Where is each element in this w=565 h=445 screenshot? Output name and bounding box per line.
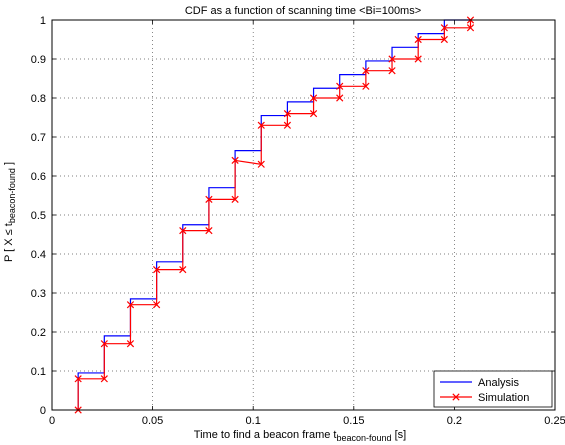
simulation-marker — [179, 265, 187, 274]
simulation-marker — [257, 160, 265, 168]
x-tick-label: 0.05 — [142, 415, 163, 427]
simulation-marker — [466, 24, 475, 32]
y-tick-label: 0.8 — [31, 93, 46, 105]
x-axis-label-main: Time to find a beacon frame t — [194, 429, 337, 441]
simulation-marker — [100, 375, 108, 383]
simulation-marker — [440, 24, 448, 32]
simulation-marker — [231, 195, 239, 204]
simulation-marker — [362, 67, 370, 75]
simulation-marker — [283, 121, 292, 129]
simulation-marker — [126, 301, 135, 309]
chart-title: CDF as a function of scanning time <Bi=1… — [185, 5, 421, 17]
simulation-marker — [231, 156, 239, 165]
simulation-marker — [336, 94, 344, 102]
simulation-marker — [336, 82, 344, 90]
simulation-marker — [152, 265, 161, 274]
x-tick-label: 0.15 — [343, 415, 364, 427]
simulation-marker — [309, 94, 318, 102]
simulation-marker — [205, 226, 213, 235]
x-tick-label: 0.2 — [447, 415, 462, 427]
legend-label-simulation: Simulation — [478, 392, 529, 404]
legend-marker-simulation — [452, 393, 460, 401]
x-axis-label-subscript: beacon-found — [336, 433, 391, 443]
y-tick-label: 0.1 — [31, 366, 46, 378]
simulation-line — [77, 20, 472, 410]
legend-box — [433, 370, 553, 408]
y-tick-label: 0.3 — [31, 288, 46, 300]
simulation-marker — [309, 109, 318, 118]
legend-label-analysis: Analysis — [478, 377, 519, 389]
y-tick-label: 0.9 — [31, 54, 46, 66]
simulation-marker — [362, 82, 370, 90]
legend: Analysis Simulation — [433, 370, 553, 408]
simulation-marker — [126, 340, 135, 348]
series-simulation — [74, 16, 475, 414]
y-tick-label: 0 — [40, 405, 46, 417]
x-tick-label: 0.25 — [544, 415, 565, 427]
simulation-marker — [388, 67, 396, 75]
x-tick-label: 0.1 — [246, 415, 261, 427]
y-tick-label: 1 — [40, 15, 46, 27]
series-analysis — [77, 19, 471, 410]
y-tick-label: 0.7 — [31, 132, 46, 144]
plot-background — [52, 20, 555, 410]
y-tick-label: 0.4 — [31, 249, 46, 261]
simulation-marker — [414, 35, 422, 44]
y-axis-label-subscript: beacon-found — [7, 168, 17, 223]
simulation-marker — [283, 109, 292, 118]
y-axis-label-close: ] — [3, 162, 15, 168]
plot-area: 0 0.05 0.1 0.15 0.2 0.25 0 0.1 0.2 0.3 0.4 0.5 0.6 0.… — [31, 15, 565, 427]
y-axis-label: P [ X ≤ tbeacon-found ] — [3, 162, 17, 262]
y-tick-label: 0.2 — [31, 327, 46, 339]
simulation-marker — [414, 55, 422, 63]
simulation-marker — [205, 195, 213, 204]
simulation-marker — [388, 55, 396, 63]
y-axis-label-main: P [ X ≤ t — [3, 223, 15, 262]
simulation-marker — [440, 35, 448, 44]
simulation-marker — [152, 301, 161, 309]
simulation-marker — [257, 121, 265, 129]
simulation-marker — [179, 226, 187, 235]
axes-box — [51, 19, 556, 411]
y-tick-label: 0.5 — [31, 210, 46, 222]
y-tick-label: 0.6 — [31, 171, 46, 183]
x-axis-label: Time to find a beacon frame tbeacon-foun… — [194, 429, 406, 443]
analysis-line — [77, 19, 471, 410]
simulation-marker — [74, 375, 82, 383]
simulation-marker — [100, 340, 108, 348]
x-axis-label-unit: [s] — [392, 429, 407, 441]
x-tick-label: 0 — [49, 415, 55, 427]
